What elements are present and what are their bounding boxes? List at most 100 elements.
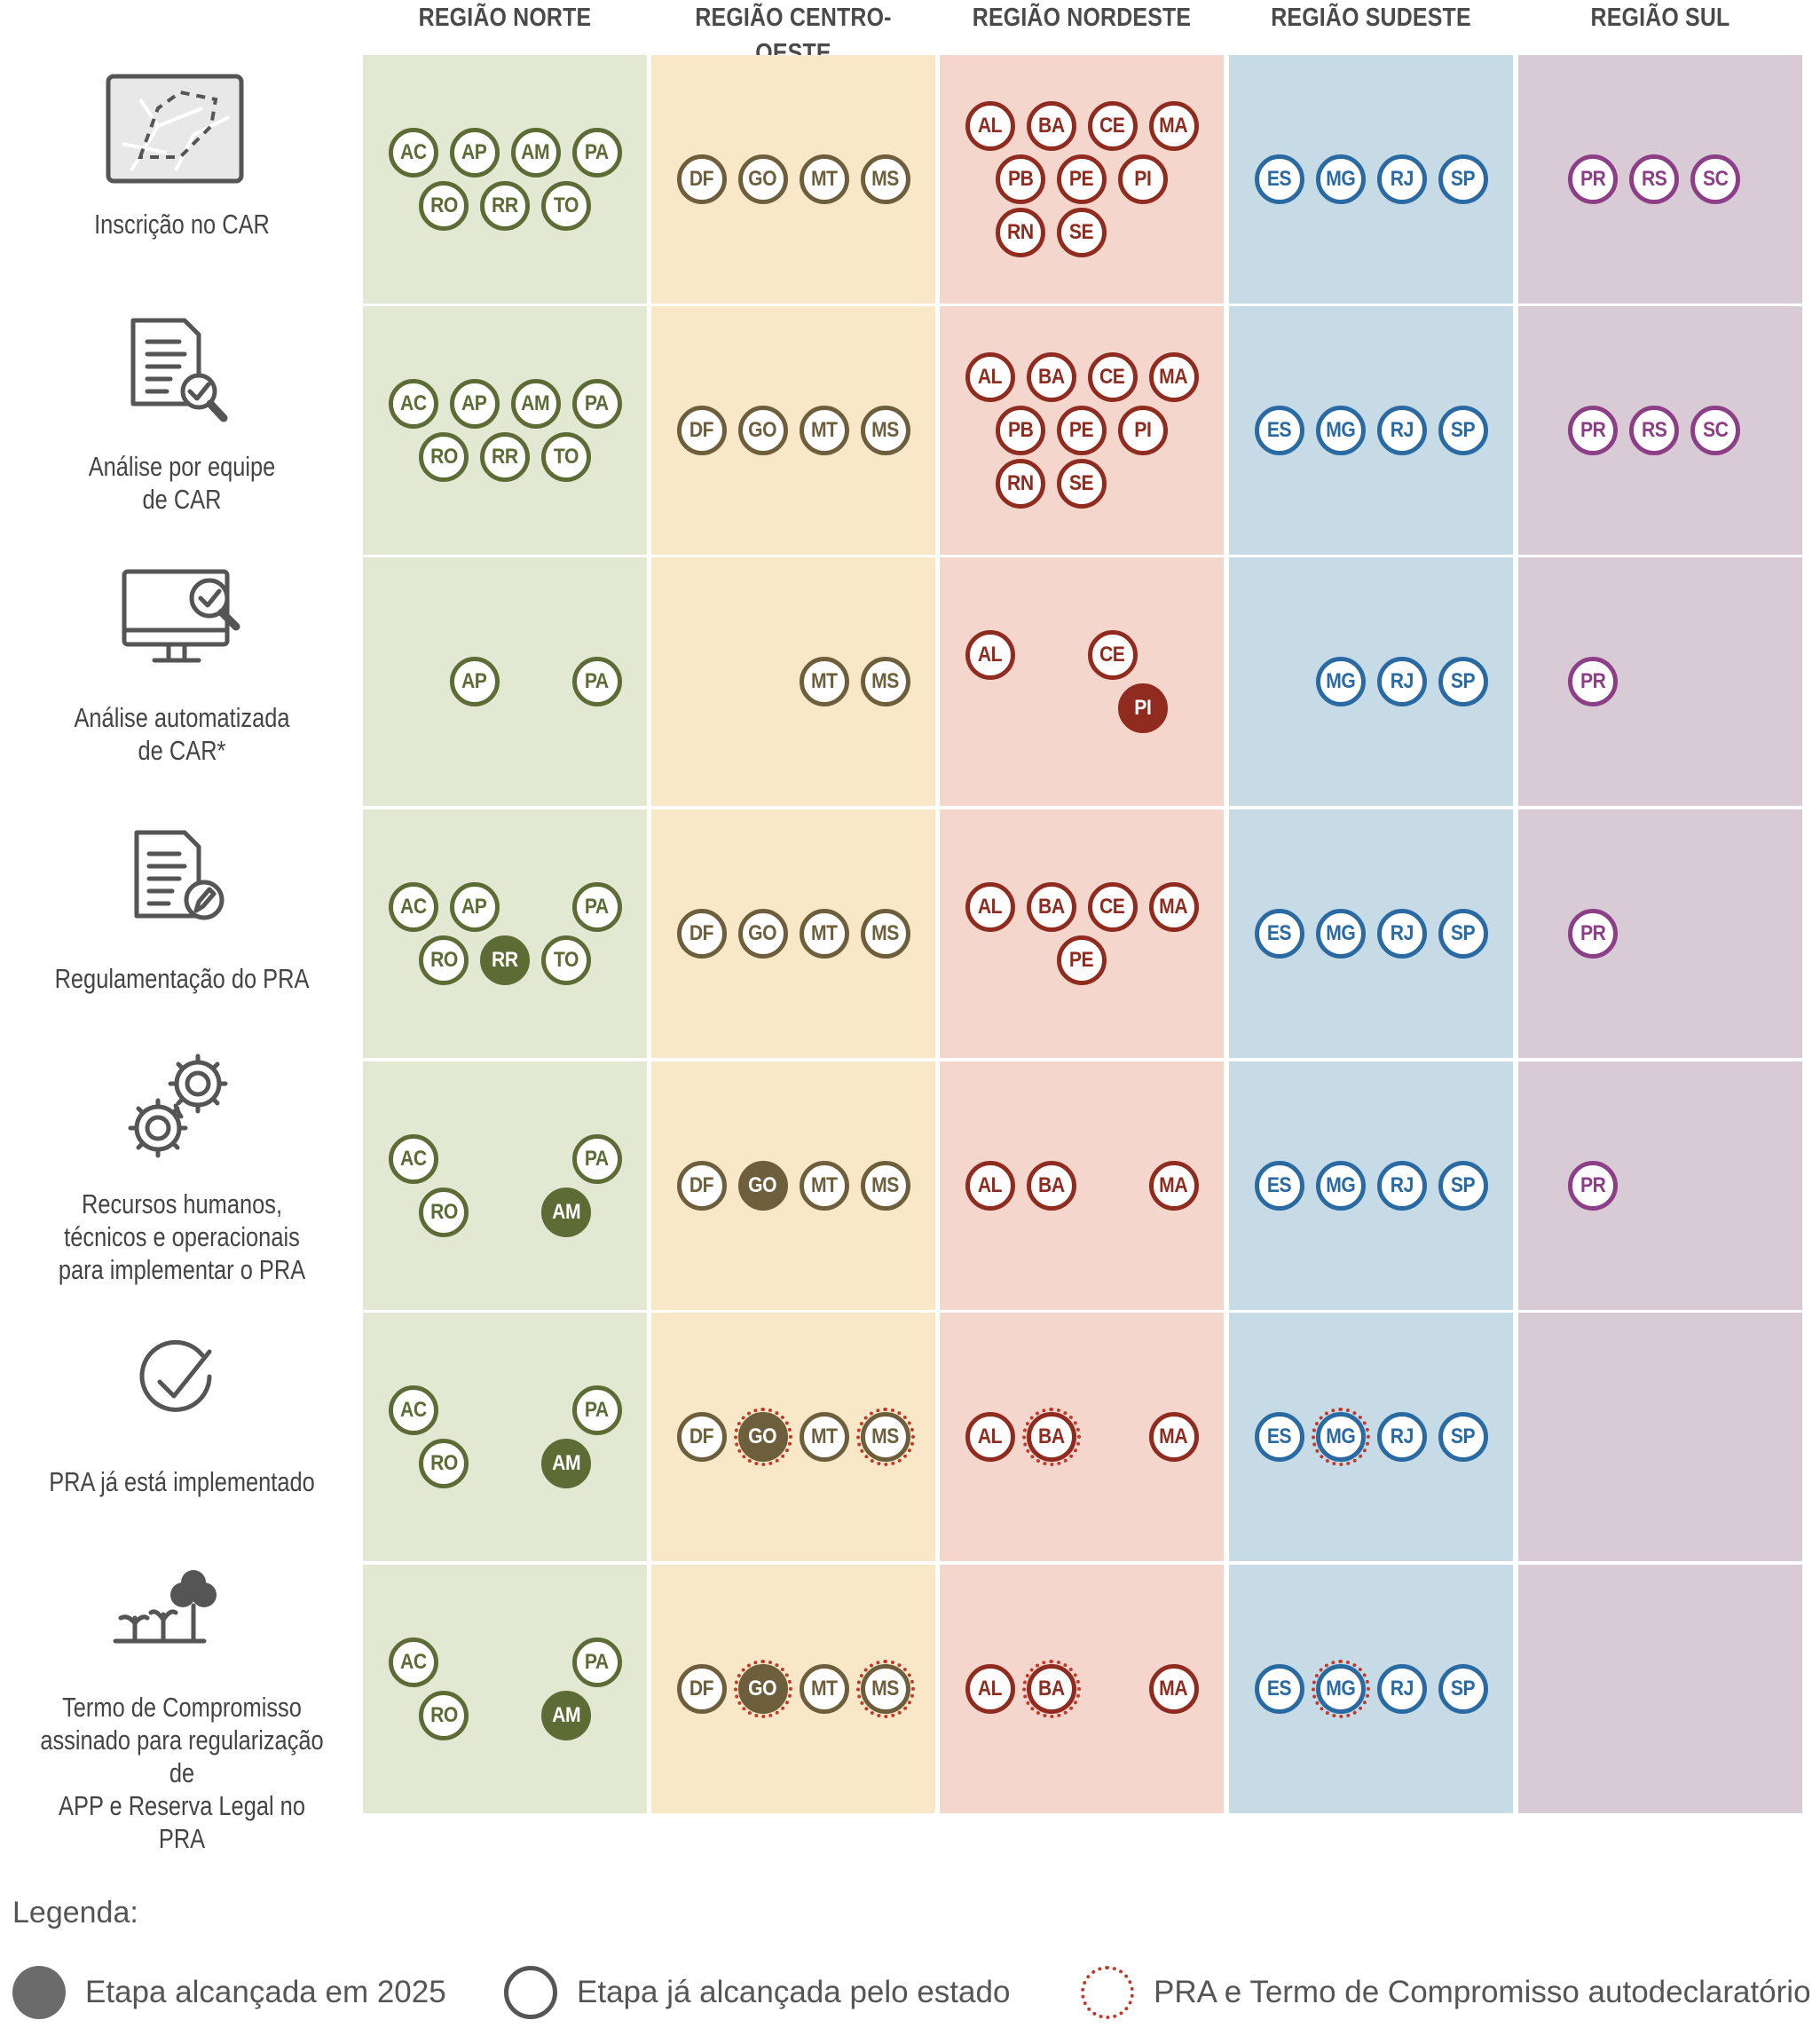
state-badge-mt: MT (799, 1412, 849, 1462)
state-badge-ms: MS (855, 1660, 915, 1718)
state-badge-ba: BA (1026, 101, 1076, 151)
state-badge-ba: BA (1021, 1660, 1081, 1718)
state-badge-rj: RJ (1376, 154, 1427, 204)
state-badge-mt: MT (799, 406, 849, 455)
cell-4-nordeste (940, 809, 1224, 1058)
monitor-check-icon (105, 566, 256, 695)
stage-label-5: Recursos humanos, técnicos e operacionais… (33, 1188, 331, 1286)
state-badge-es: ES (1254, 909, 1304, 959)
state-badge-ms: MS (860, 406, 910, 455)
state-badge-sp: SP (1438, 406, 1488, 455)
outline-circle-icon (504, 1966, 557, 2019)
state-badge-am: AM (541, 1691, 591, 1740)
state-badge-sc: SC (1690, 154, 1740, 204)
state-badge-ac: AC (388, 1637, 438, 1687)
state-badge-pe: PE (1057, 935, 1107, 985)
state-badge-pa: PA (571, 882, 622, 932)
region-header-norte: REGIÃO NORTE (418, 4, 592, 32)
state-badge-rj: RJ (1376, 657, 1427, 706)
cell-1-norte (363, 55, 647, 304)
stage-label-6: PRA já está implementado (33, 1465, 331, 1498)
cell-4-norte (363, 809, 647, 1058)
state-badge-mg: MG (1311, 1408, 1370, 1466)
state-badge-ac: AC (388, 128, 438, 178)
stage-label-3: Análise automatizada de CAR* (33, 701, 331, 767)
cell-7-norte (363, 1565, 647, 1813)
state-badge-am: AM (541, 1439, 591, 1488)
stage-label-line: técnicos e operacionais (64, 1221, 300, 1252)
cell-3-nordeste (940, 557, 1224, 806)
state-badge-ac: AC (388, 882, 438, 932)
state-badge-pe: PE (1057, 154, 1107, 204)
state-badge-mt: MT (799, 657, 849, 706)
state-badge-al: AL (965, 882, 1015, 932)
state-badge-ro: RO (419, 1691, 469, 1740)
state-badge-es: ES (1254, 1412, 1304, 1462)
region-header-sul: REGIÃO SUL (1590, 4, 1730, 32)
state-badge-mg: MG (1315, 657, 1366, 706)
state-badge-al: AL (965, 1412, 1015, 1462)
stage-label-line: para implementar o PRA (58, 1254, 306, 1285)
state-badge-al: AL (965, 1161, 1015, 1211)
state-badge-ma: MA (1148, 1664, 1199, 1714)
state-badge-rs: RS (1629, 154, 1679, 204)
state-badge-pa: PA (571, 128, 622, 178)
cell-5-norte (363, 1061, 647, 1310)
state-badge-pr: PR (1568, 909, 1618, 959)
state-badge-sp: SP (1438, 1664, 1488, 1714)
state-badge-sc: SC (1690, 406, 1740, 455)
state-badge-se: SE (1057, 208, 1107, 257)
state-badge-es: ES (1254, 1664, 1304, 1714)
state-badge-am: AM (510, 379, 561, 429)
state-badge-sp: SP (1438, 1412, 1488, 1462)
stage-label-line: Análise automatizada (74, 702, 290, 733)
cell-6-sul (1518, 1313, 1802, 1561)
document-pen-icon (105, 827, 247, 956)
state-badge-ac: AC (388, 1134, 438, 1184)
state-badge-rr: RR (480, 935, 530, 985)
state-badge-sp: SP (1438, 154, 1488, 204)
state-badge-ce: CE (1087, 352, 1138, 402)
state-badge-ba: BA (1026, 1161, 1076, 1211)
state-badge-go: GO (737, 154, 788, 204)
stage-label-line: Regulamentação do PRA (54, 963, 310, 994)
state-badge-ms: MS (860, 1161, 910, 1211)
state-badge-df: DF (676, 909, 727, 959)
state-badge-rr: RR (480, 432, 530, 482)
legend-item-filled: Etapa alcançada em 2025 (12, 1961, 446, 2024)
state-badge-mt: MT (799, 909, 849, 959)
tree-seedlings-icon (105, 1556, 247, 1685)
state-badge-ro: RO (419, 181, 469, 231)
state-badge-al: AL (965, 352, 1015, 402)
stage-label-line: Recursos humanos, (81, 1188, 283, 1219)
state-badge-mg: MG (1315, 154, 1366, 204)
state-badge-mt: MT (799, 154, 849, 204)
state-badge-ac: AC (388, 1385, 438, 1435)
state-badge-ba: BA (1021, 1408, 1081, 1466)
state-badge-am: AM (541, 1188, 591, 1237)
stage-label-line: de CAR (142, 484, 222, 515)
state-badge-al: AL (965, 101, 1015, 151)
stage-label-2: Análise por equipe de CAR (33, 450, 331, 516)
cell-6-norte (363, 1313, 647, 1561)
state-badge-rj: RJ (1376, 1664, 1427, 1714)
state-badge-ac: AC (388, 379, 438, 429)
state-badge-rr: RR (480, 181, 530, 231)
state-badge-to: TO (541, 935, 591, 985)
state-badge-ro: RO (419, 1188, 469, 1237)
state-badge-ma: MA (1148, 1161, 1199, 1211)
legend-item-dotted: PRA e Termo de Compromisso autodeclarató… (1081, 1961, 1811, 2024)
legend-label-dotted: PRA e Termo de Compromisso autodeclarató… (1154, 1975, 1811, 2009)
state-badge-mt: MT (799, 1664, 849, 1714)
state-badge-df: DF (676, 406, 727, 455)
state-badge-ro: RO (419, 1439, 469, 1488)
stage-label-line: Análise por equipe (88, 451, 276, 482)
state-badge-se: SE (1057, 459, 1107, 509)
state-badge-rs: RS (1629, 406, 1679, 455)
state-badge-es: ES (1254, 154, 1304, 204)
state-badge-am: AM (510, 128, 561, 178)
state-badge-go: GO (737, 909, 788, 959)
state-badge-rj: RJ (1376, 406, 1427, 455)
dotted-circle-icon (1081, 1966, 1134, 2019)
state-badge-to: TO (541, 181, 591, 231)
